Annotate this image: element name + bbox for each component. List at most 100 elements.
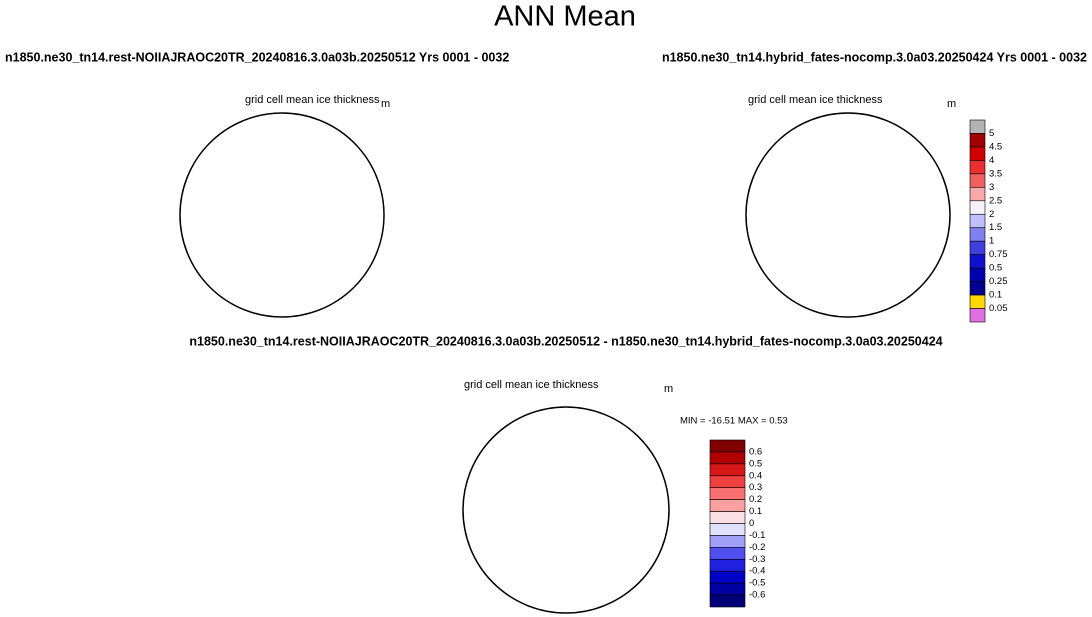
longitude-line <box>282 215 370 266</box>
colorbar-box <box>969 200 986 215</box>
sea-ice <box>234 155 272 175</box>
colorbar-box <box>709 475 746 489</box>
longitude-line <box>566 421 618 510</box>
panel-label: grid cell mean ice thickness <box>464 379 599 391</box>
colorbar-box <box>709 582 746 596</box>
colorbar-box <box>969 281 986 296</box>
colorbar-label: -0.5 <box>749 578 765 589</box>
latitude-line <box>781 148 916 283</box>
colorbar-label: -0.6 <box>749 590 765 601</box>
longitude-line <box>477 510 566 562</box>
colorbar-box <box>969 240 986 255</box>
colorbar-box <box>709 535 746 548</box>
colorbar-label: -0.3 <box>749 554 765 565</box>
colorbar-label: 1.5 <box>989 222 1002 233</box>
longitude-line <box>477 459 566 511</box>
polar-map <box>463 407 669 613</box>
diff-field <box>548 538 561 558</box>
map-border <box>745 112 951 318</box>
sea-ice <box>790 162 841 235</box>
colorbar-box <box>969 267 986 282</box>
sea-ice <box>786 154 916 278</box>
colorbar-box <box>969 308 986 323</box>
colorbar-label: 3.5 <box>989 168 1002 179</box>
colorbar-box <box>709 487 746 500</box>
longitude-line <box>194 215 282 266</box>
colorbar-box <box>709 511 746 524</box>
sea-ice <box>215 149 354 284</box>
colorbar-box <box>709 499 746 512</box>
colorbar-box <box>969 227 986 242</box>
panel-subtitle: n1850.ne30_tn14.hybrid_fates-nocomp.3.0a… <box>662 50 1087 64</box>
longitude-line <box>797 215 848 303</box>
longitude-line <box>231 215 282 303</box>
colorbar-label: 0.2 <box>749 494 762 505</box>
colorbar-label: 0.3 <box>749 482 762 493</box>
longitude-line <box>282 164 370 215</box>
panel-label: grid cell mean ice thickness <box>748 94 883 106</box>
colorbar-label: 3 <box>989 182 994 193</box>
map-border <box>462 406 670 614</box>
figure-title: ANN Mean <box>494 1 636 33</box>
colorbar-label: -0.2 <box>749 542 765 553</box>
latitude-line <box>814 181 881 248</box>
colorbar-box <box>969 160 986 175</box>
longitude-line <box>282 127 333 215</box>
colorbar-box <box>709 463 746 477</box>
colorbar-box <box>969 173 986 188</box>
panel-subtitle: n1850.ne30_tn14.rest-NOIIAJRAOC20TR_2024… <box>189 334 942 348</box>
colorbar-box <box>969 213 986 229</box>
polar-map <box>746 113 950 317</box>
units-label: m <box>381 98 390 110</box>
colorbar-box <box>709 594 746 608</box>
colorbar-label: 1 <box>989 236 994 247</box>
colorbar-label: -0.1 <box>749 530 765 541</box>
colorbar-box <box>969 146 986 161</box>
map-layer <box>746 113 950 317</box>
longitude-line <box>231 127 282 215</box>
map-layer <box>180 113 384 317</box>
colorbar-box <box>969 294 986 309</box>
sea-ice <box>774 142 927 291</box>
stats-label: MIN = -16.51 MAX = 0.53 <box>680 416 788 427</box>
colorbar-box <box>969 254 986 269</box>
colorbar-label: 4 <box>989 155 994 166</box>
units-label: m <box>947 98 956 110</box>
sea-ice <box>224 162 275 235</box>
longitude-line <box>760 215 848 266</box>
colorbar-label: 0.05 <box>989 303 1008 314</box>
panel-label: grid cell mean ice thickness <box>245 94 380 106</box>
colorbar-label: 0.1 <box>989 290 1002 301</box>
colorbar-box <box>709 451 746 465</box>
colorbar-label: 4.5 <box>989 141 1002 152</box>
sea-ice <box>781 149 920 284</box>
sea-ice <box>800 155 838 175</box>
colorbar-box <box>709 547 746 560</box>
continent <box>222 167 334 265</box>
longitude-line <box>848 215 899 303</box>
sea-ice <box>220 154 350 278</box>
continent <box>788 167 900 265</box>
map-content <box>463 407 669 613</box>
longitude-line <box>848 215 936 266</box>
map-border <box>179 112 385 318</box>
colorbar-box <box>709 558 746 572</box>
colorbar-box <box>969 119 986 134</box>
colorbar-label: 0.25 <box>989 276 1008 287</box>
diff-field <box>485 433 649 591</box>
latitude-line <box>215 148 350 283</box>
map-layer <box>463 407 669 613</box>
map-content <box>180 113 384 317</box>
colorbar-box <box>709 523 746 536</box>
longitude-line <box>566 510 618 599</box>
colorbar-label: 0.75 <box>989 249 1008 260</box>
diff-field <box>491 520 579 573</box>
diff-field <box>505 459 551 520</box>
continent <box>506 462 618 560</box>
colorbar-label: 5 <box>989 128 994 139</box>
sea-ice <box>208 142 361 291</box>
longitude-line <box>194 164 282 215</box>
longitude-line <box>282 215 333 303</box>
